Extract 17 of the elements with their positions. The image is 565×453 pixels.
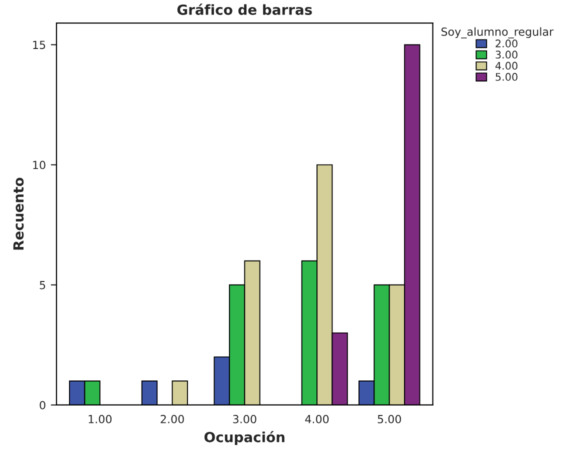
legend-label: 3.00 — [496, 50, 518, 59]
y-tick-label: 0 — [40, 400, 46, 410]
legend-title: Soy_alumno_regular — [441, 27, 554, 38]
x-tick-label: 1.00 — [88, 414, 112, 424]
legend-label: 2.00 — [496, 40, 518, 48]
x-tick-label: 3.00 — [233, 414, 256, 424]
y-tick-label: 15 — [33, 40, 46, 50]
x-tick-label: 2.00 — [160, 414, 184, 424]
y-tick-label: 5 — [40, 281, 46, 290]
y-tick-label: 10 — [33, 160, 46, 170]
x-tick-label: 5.00 — [378, 414, 402, 424]
chart-title: Gráfico de barras — [177, 4, 312, 15]
y-axis-title: Recuento — [13, 178, 24, 250]
legend-label: 5.00 — [496, 72, 518, 81]
x-axis-title: Ocupación — [204, 431, 284, 446]
legend-label: 4.00 — [495, 62, 518, 70]
x-tick-label: 4.00 — [305, 414, 329, 424]
